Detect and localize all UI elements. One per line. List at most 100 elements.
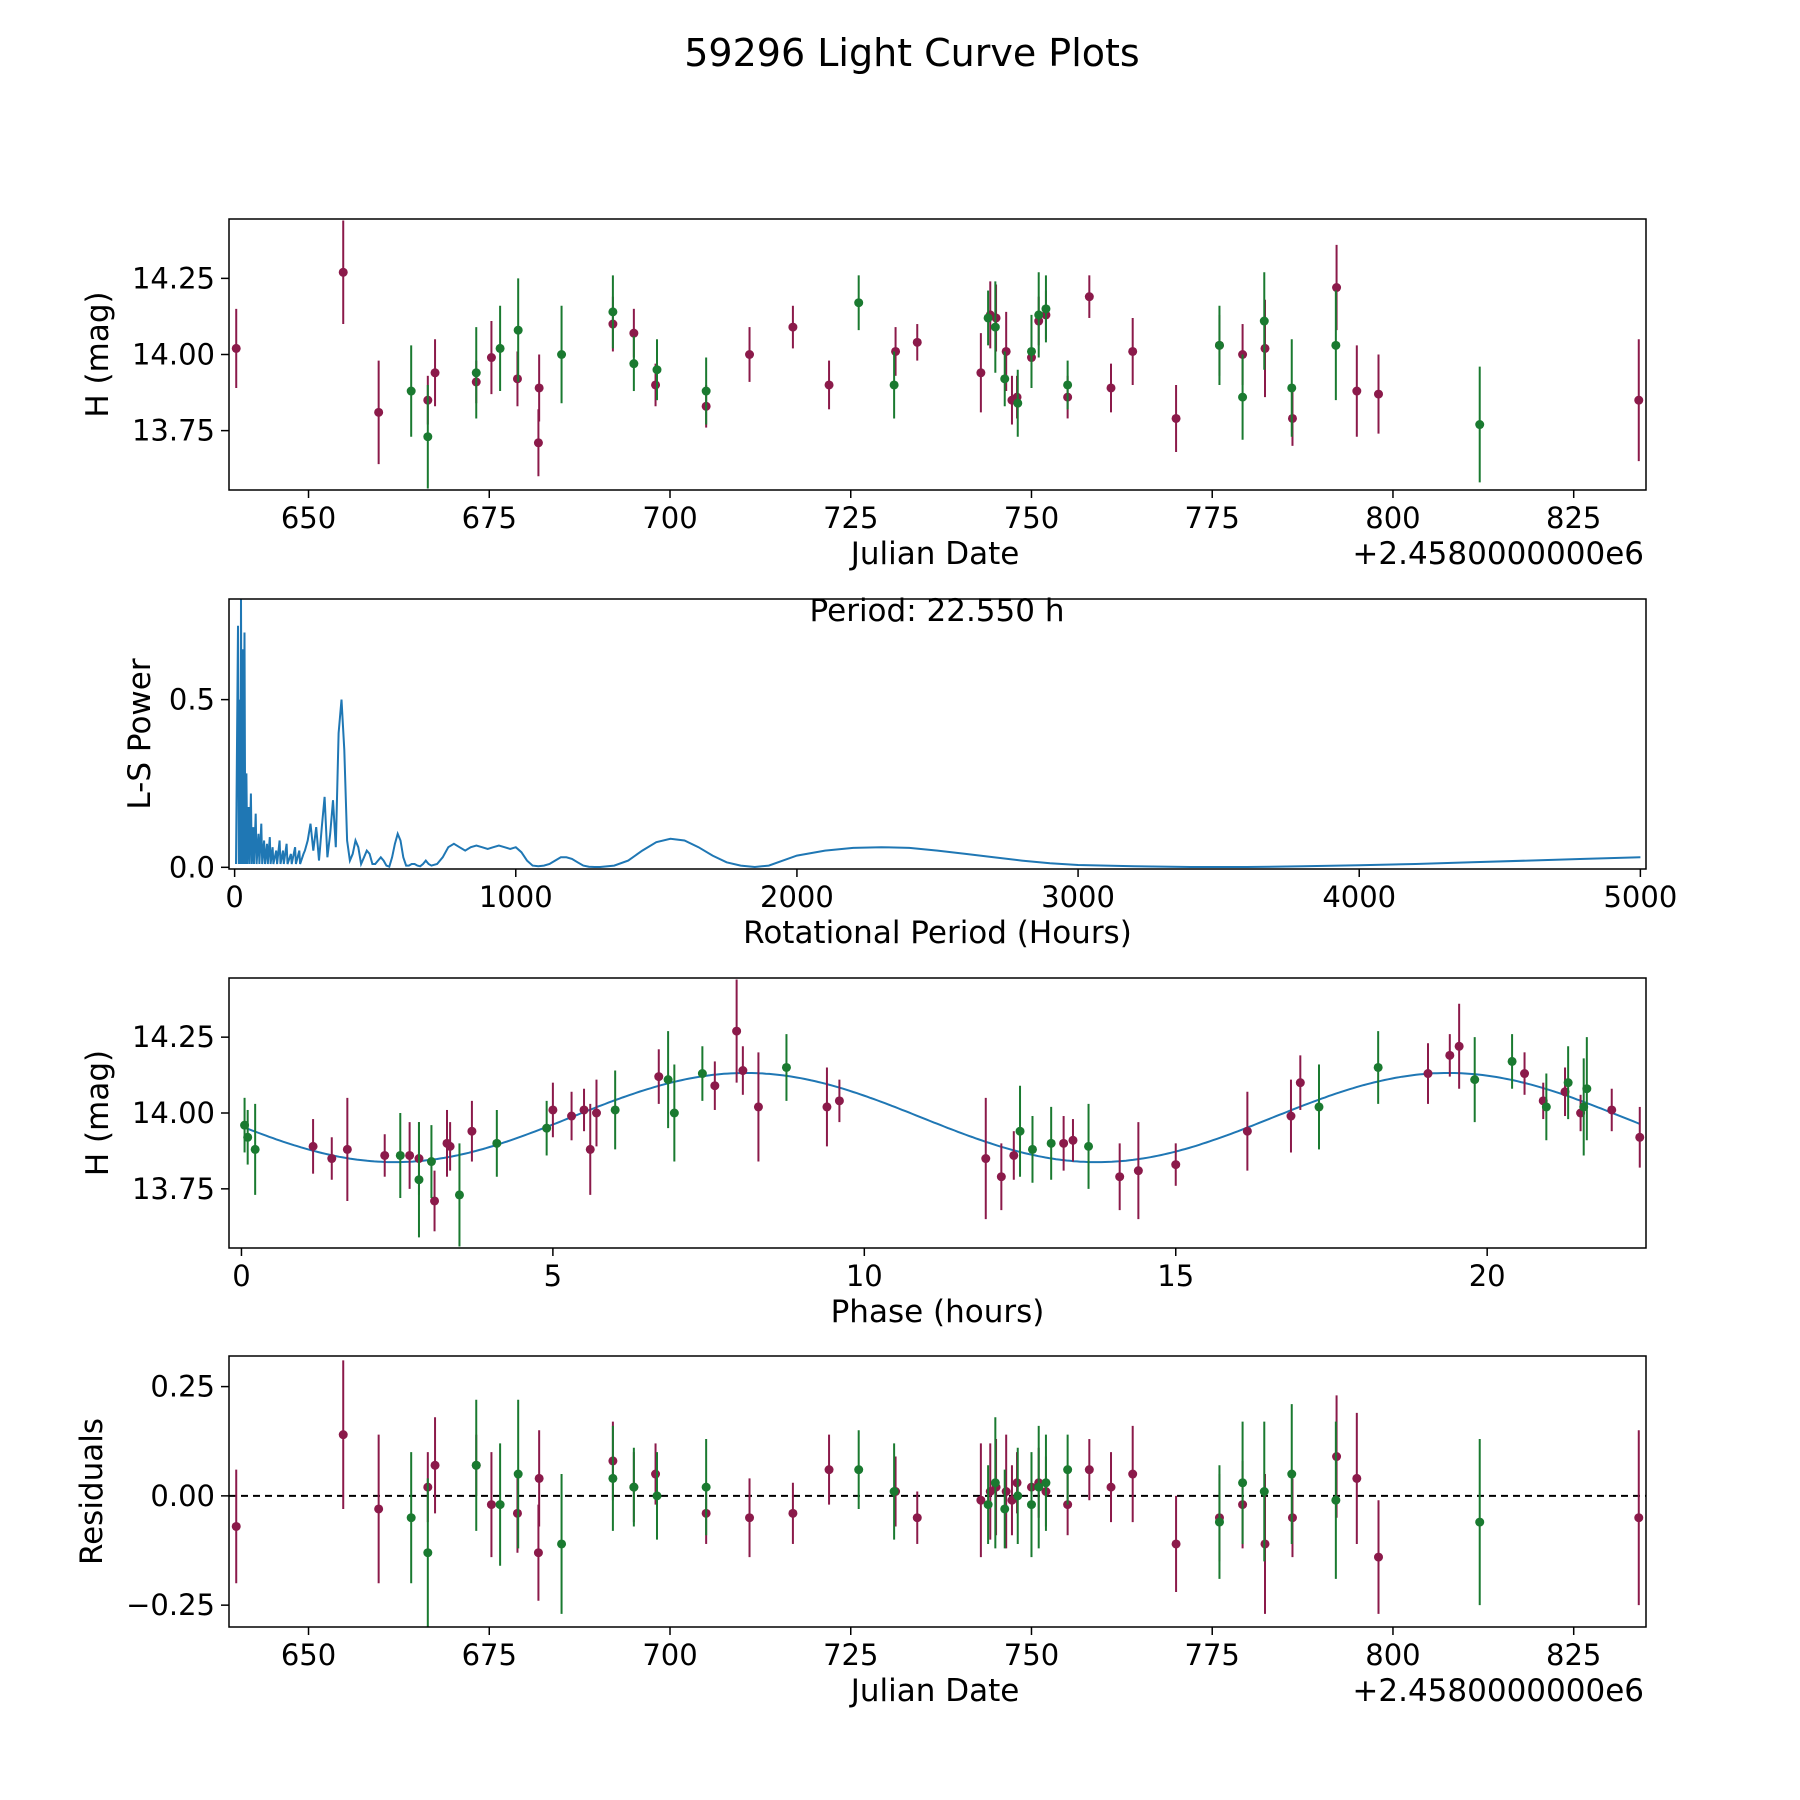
data-point	[834, 1096, 844, 1106]
x-tick-label: 775	[1185, 1638, 1240, 1672]
data-point	[1171, 1160, 1181, 1170]
data-point	[374, 407, 384, 417]
data-point	[231, 1521, 241, 1531]
data-point	[701, 1482, 711, 1492]
data-point	[976, 1495, 986, 1505]
data-point	[854, 298, 864, 308]
phased-plot-area	[240, 979, 1645, 1247]
data-point	[533, 438, 543, 448]
data-point	[608, 1473, 618, 1483]
data-point	[1128, 1469, 1138, 1479]
data-point	[889, 1487, 899, 1496]
data-point	[1027, 1144, 1037, 1154]
data-point	[1106, 1482, 1116, 1492]
data-point	[1582, 1084, 1592, 1094]
y-axis-label: H (mag)	[80, 291, 116, 417]
x-tick-label: 675	[462, 1638, 517, 1672]
data-point	[1171, 413, 1181, 423]
x-tick-label: 750	[1004, 1638, 1059, 1672]
data-point	[1063, 380, 1073, 390]
data-point	[654, 1072, 664, 1082]
data-point	[423, 1548, 433, 1558]
data-point	[1015, 1126, 1025, 1136]
x-tick-label: 725	[823, 1638, 878, 1672]
y-tick-label: 0.5	[169, 683, 215, 717]
x-tick-label: 15	[1157, 1259, 1194, 1293]
data-point	[471, 368, 481, 378]
data-point	[1000, 1504, 1010, 1514]
data-point	[745, 1513, 755, 1523]
data-point	[231, 343, 241, 353]
data-point	[652, 365, 662, 375]
data-point	[406, 1513, 416, 1523]
data-point	[1635, 1132, 1645, 1142]
data-point	[1084, 292, 1094, 302]
data-point	[1634, 395, 1644, 405]
x-tick-label: 0	[225, 880, 243, 914]
data-point	[732, 1026, 742, 1036]
data-point	[854, 1465, 864, 1475]
data-point	[1475, 420, 1485, 430]
x-tick-label: 1000	[479, 880, 553, 914]
y-tick-label: 14.00	[132, 1096, 215, 1130]
residuals-frame	[228, 1355, 1647, 1628]
data-point	[1026, 1500, 1036, 1510]
data-point	[1445, 1050, 1455, 1060]
data-point	[430, 368, 440, 378]
y-axis-label: H (mag)	[80, 1050, 116, 1176]
data-point	[608, 307, 618, 317]
x-axis-label: Julian Date	[849, 536, 1020, 572]
data-point	[1352, 1473, 1362, 1483]
data-point	[629, 1482, 639, 1492]
x-tick-label: 20	[1469, 1259, 1506, 1293]
data-point	[710, 1081, 720, 1091]
data-point	[1034, 1482, 1044, 1492]
x-axis-label: Rotational Period (Hours)	[743, 915, 1132, 951]
data-point	[983, 313, 993, 323]
data-point	[454, 1190, 464, 1200]
data-point	[1242, 1126, 1252, 1136]
data-point	[753, 1102, 763, 1112]
data-point	[1259, 316, 1269, 326]
data-point	[548, 1105, 558, 1115]
data-point	[1373, 1062, 1383, 1072]
data-point	[629, 359, 639, 369]
data-point	[1128, 346, 1138, 356]
y-axis-label: Residuals	[74, 1418, 110, 1565]
y-tick-label: 14.25	[132, 1020, 215, 1054]
data-point	[430, 1460, 440, 1470]
data-point	[492, 1138, 502, 1148]
x-offset-label: +2.4580000000e6	[1352, 1673, 1644, 1709]
data-point	[663, 1075, 673, 1085]
data-point	[1171, 1539, 1181, 1549]
data-point	[495, 1500, 505, 1510]
data-point	[1331, 1495, 1341, 1505]
x-tick-label: 0	[232, 1259, 250, 1293]
data-point	[338, 267, 348, 277]
x-tick-label: 2000	[760, 880, 834, 914]
data-point	[426, 1157, 436, 1167]
data-point	[579, 1105, 589, 1115]
data-point	[1214, 1517, 1224, 1527]
data-point	[1115, 1172, 1125, 1182]
periodogram-plot-area	[235, 599, 1641, 869]
data-point	[889, 380, 899, 390]
data-point	[996, 1172, 1006, 1182]
data-point	[1475, 1517, 1485, 1527]
periodogram-line	[235, 599, 1641, 869]
data-point	[542, 1123, 552, 1133]
data-point	[912, 1513, 922, 1523]
data-point	[513, 1469, 523, 1479]
data-point	[1009, 1150, 1019, 1160]
data-point	[250, 1144, 260, 1154]
data-point	[1507, 1056, 1517, 1066]
data-point	[1374, 1552, 1384, 1562]
data-point	[1541, 1102, 1551, 1112]
data-point	[534, 1473, 544, 1483]
data-point	[486, 353, 496, 363]
data-point	[423, 432, 433, 442]
data-point	[1520, 1069, 1530, 1079]
data-point	[533, 1548, 543, 1558]
data-point	[1470, 1075, 1480, 1085]
y-tick-label: 0.00	[150, 1479, 215, 1513]
